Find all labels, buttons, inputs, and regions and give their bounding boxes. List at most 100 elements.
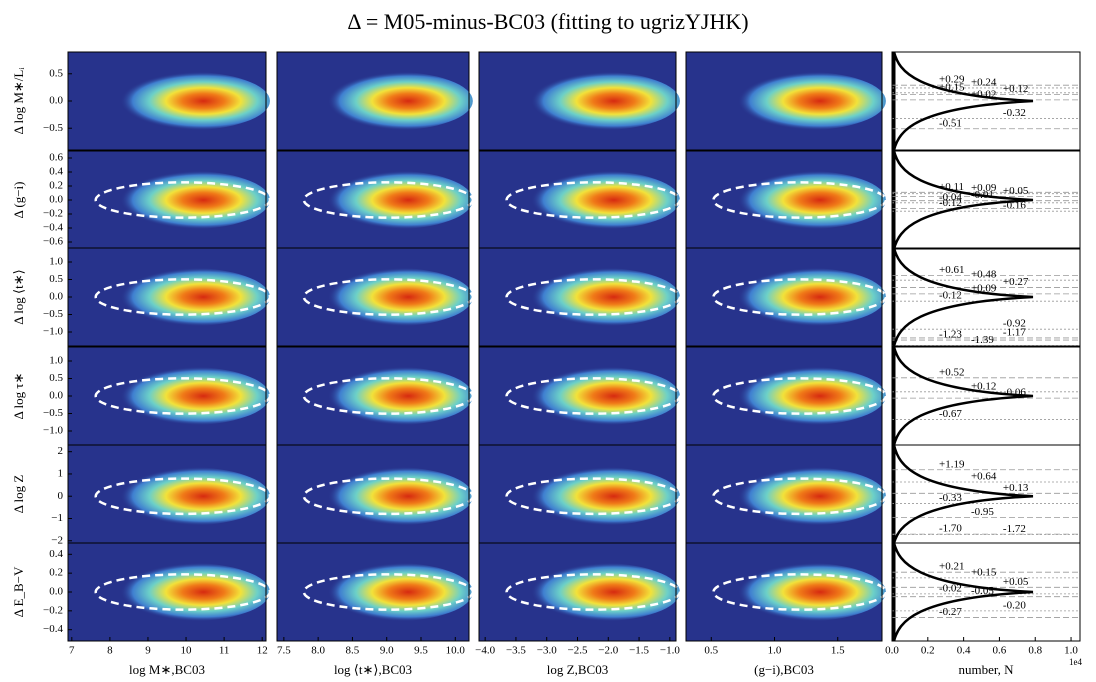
contour (302, 377, 475, 415)
y-tick-label: −0.4 (43, 623, 63, 635)
y-tick-label: 0.5 (49, 273, 63, 285)
density-blob (103, 71, 270, 131)
histogram-curve (892, 150, 1034, 250)
panel-frame (891, 247, 1081, 347)
density-blob (514, 366, 680, 426)
contour (712, 377, 888, 415)
y-tick-label: −0.5 (43, 407, 63, 419)
y-tick-label: 0.0 (49, 291, 63, 303)
density-blob (103, 366, 270, 426)
density-blob (103, 466, 270, 526)
percentile-label: +0.48 (971, 269, 997, 281)
contour (712, 181, 888, 219)
density-blob (311, 466, 473, 526)
panel-frame (478, 247, 677, 347)
y-tick-label: 0.2 (49, 180, 63, 192)
y-axis-label: Δ log M∗/Lᵢ (11, 67, 26, 135)
contour (94, 477, 272, 516)
histogram-curve (892, 542, 1034, 642)
percentile-label: -1.70 (939, 523, 962, 535)
percentile-label: +0.13 (1003, 482, 1029, 494)
x-tick-label: 0.5 (704, 645, 718, 657)
percentile-label: +0.21 (939, 561, 964, 573)
x-tick-label: 8.5 (346, 645, 360, 657)
percentile-label: +0.05 (1003, 185, 1029, 197)
y-tick-label: 0.4 (49, 548, 63, 560)
y-axis-label: Δ log τ∗ (11, 373, 26, 420)
y-tick-label: 0.0 (49, 390, 63, 402)
y-axis-label: Δ log ⟨t∗⟩ (11, 269, 26, 324)
percentile-label: +0.27 (1003, 276, 1029, 288)
y-tick-label: 0.6 (49, 152, 63, 164)
x-tick-label: 0.6 (993, 645, 1007, 657)
percentile-label: -1.23 (939, 329, 962, 341)
density-blob (721, 170, 886, 230)
density-blob (721, 267, 886, 327)
percentile-label: +0.29 (939, 74, 965, 86)
x-tick-label: −3.5 (506, 645, 526, 657)
percentile-label: -0.32 (1003, 107, 1026, 119)
contour (302, 573, 475, 611)
y-tick-label: −0.4 (43, 222, 63, 234)
x-tick-label: −2.0 (598, 645, 618, 657)
percentile-label: -1.72 (1003, 523, 1026, 535)
density-blob (103, 170, 270, 230)
percentile-label: -0.92 (1003, 318, 1026, 330)
x-tick-label: 0.2 (921, 645, 935, 657)
percentile-label: +0.09 (971, 182, 997, 194)
y-tick-label: 0.5 (49, 67, 63, 79)
contour (505, 278, 682, 316)
percentile-label: -0.95 (971, 506, 994, 518)
density-blob (311, 366, 473, 426)
panel-frame (891, 51, 1081, 151)
percentile-label: +0.12 (971, 380, 996, 392)
x-tick-label: 7.5 (277, 645, 291, 657)
x-tick-label: 9.0 (380, 645, 394, 657)
x-tick-label: 9.5 (414, 645, 428, 657)
panel-frame (276, 542, 470, 642)
y-tick-label: 2 (58, 445, 64, 457)
x-tick-label: 11 (219, 645, 230, 657)
y-axis-label: Δ (g−i) (11, 182, 26, 219)
density-blob (721, 366, 886, 426)
percentile-label: -0.02 (939, 582, 962, 594)
density-blob (311, 267, 473, 327)
percentile-label: -0.12 (939, 197, 962, 209)
panel-frame (685, 542, 883, 642)
percentile-label: -0.27 (939, 606, 962, 618)
contour (94, 573, 272, 611)
density-blob (721, 562, 886, 622)
panel-frame (891, 444, 1081, 544)
x-axis-label: log Z,BC03 (547, 662, 608, 677)
percentile-label: +0.24 (971, 76, 997, 88)
panel-frame (276, 51, 470, 151)
contour (302, 181, 475, 219)
percentile-label: -1.39 (971, 334, 994, 346)
contour (94, 377, 272, 415)
percentile-label: +0.05 (1003, 576, 1029, 588)
y-tick-label: −0.5 (43, 122, 63, 134)
percentile-label: -1.17 (1003, 326, 1026, 338)
y-tick-label: −0.6 (43, 236, 63, 248)
x-tick-label: 7 (69, 645, 75, 657)
density-blob (311, 71, 473, 131)
panel-frame (891, 346, 1081, 446)
y-tick-label: 0.0 (49, 586, 63, 598)
percentile-label: -0.33 (939, 492, 962, 504)
x-tick-label: 10 (181, 645, 193, 657)
density-blob (514, 170, 680, 230)
x-tick-label: 8.0 (311, 645, 325, 657)
percentile-label: +1.19 (939, 458, 965, 470)
y-tick-label: 0.4 (49, 166, 63, 178)
density-blob (514, 562, 680, 622)
y-tick-label: −1 (51, 512, 63, 524)
x-tick-label: 1.0 (1064, 645, 1078, 657)
x-tick-label: 8 (107, 645, 113, 657)
x-axis-label: log ⟨t∗⟩,BC03 (334, 662, 412, 677)
figure-title: Δ = M05-minus-BC03 (fitting to ugrizYJHK… (347, 9, 748, 34)
y-tick-label: −2 (51, 534, 63, 546)
histogram-curve (892, 444, 1034, 544)
y-tick-label: −1.0 (43, 326, 63, 338)
x-axis-label: number, N (958, 662, 1014, 677)
